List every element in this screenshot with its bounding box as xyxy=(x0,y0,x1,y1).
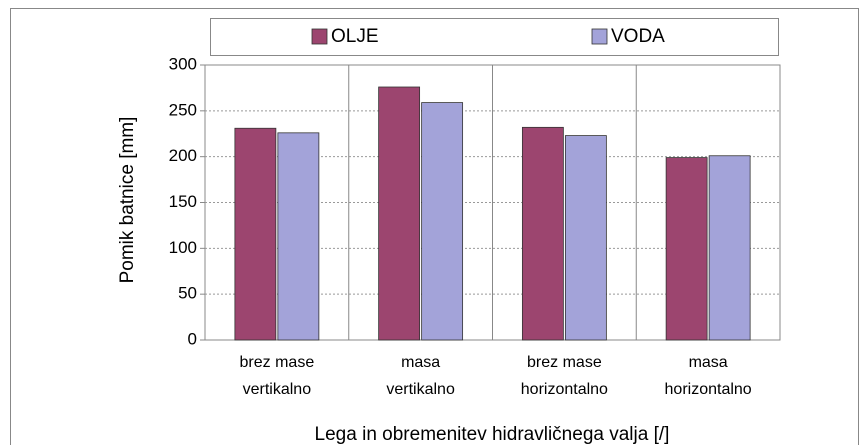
x-tick-label: vertikalno xyxy=(386,381,455,398)
x-tick-label: vertikalno xyxy=(243,381,312,398)
legend-label: VODA xyxy=(611,26,665,47)
x-tick-label: brez mase xyxy=(527,354,602,371)
x-axis-label: Lega in obremenitev hidravličnega valja … xyxy=(315,424,670,445)
bar xyxy=(665,157,708,341)
bar xyxy=(421,102,464,341)
legend-swatch xyxy=(311,28,328,45)
y-tick-label: 250 xyxy=(169,100,197,119)
bar xyxy=(521,126,564,341)
x-tick-label: brez mase xyxy=(240,354,315,371)
y-tick-label: 200 xyxy=(169,146,197,165)
bar xyxy=(708,155,751,341)
legend-label: OLJE xyxy=(331,26,379,47)
x-tick-label: masa xyxy=(401,354,440,371)
y-tick-label: 150 xyxy=(169,192,197,211)
bar xyxy=(234,127,277,341)
y-tick-label: 300 xyxy=(169,54,197,73)
legend-swatch xyxy=(591,28,608,45)
legend-box xyxy=(210,18,779,56)
x-tick-label: horizontalno xyxy=(665,381,752,398)
y-tick-label: 50 xyxy=(178,284,197,303)
y-tick-label: 0 xyxy=(188,329,197,348)
bar xyxy=(564,135,607,341)
x-tick-label: horizontalno xyxy=(521,381,608,398)
bar xyxy=(378,86,421,341)
x-tick-label: masa xyxy=(689,354,728,371)
y-axis-label: Pomik batnice [mm] xyxy=(117,117,138,284)
bar xyxy=(277,132,320,341)
y-tick-label: 100 xyxy=(169,238,197,257)
